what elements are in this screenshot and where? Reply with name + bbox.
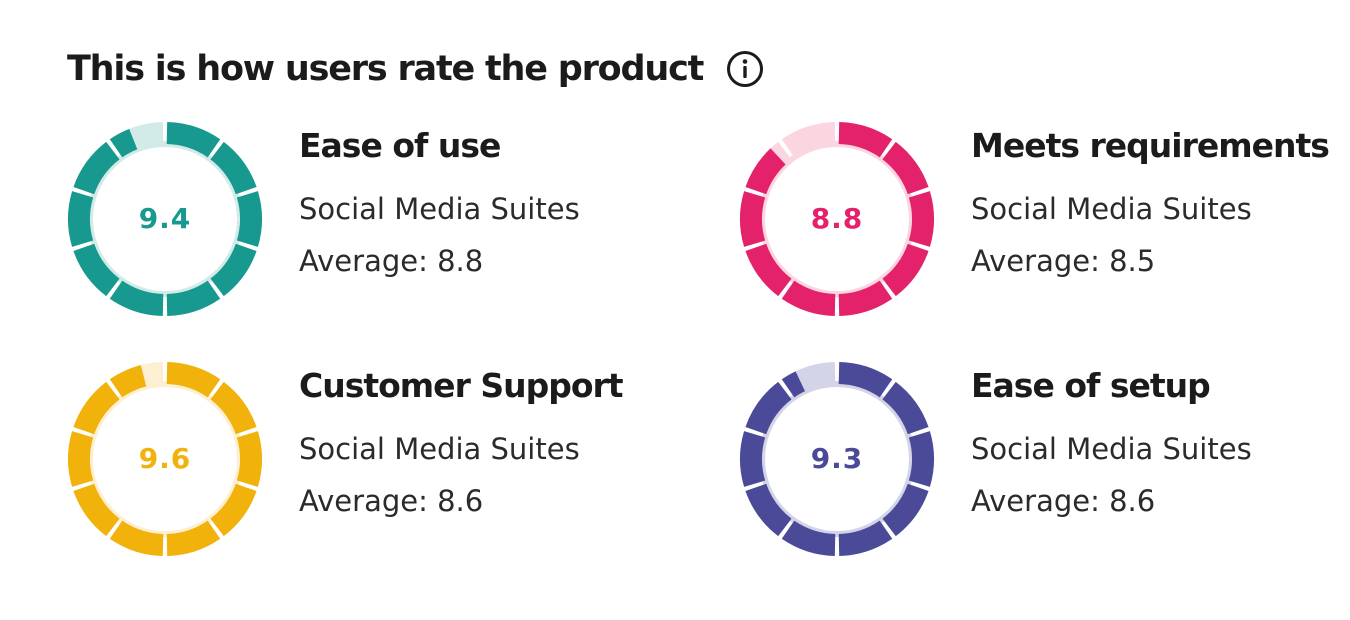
- ease-of-use-segment-filled: [166, 280, 221, 316]
- ease-of-use-segment-filled: [73, 141, 120, 195]
- meets-requirements-segment-filled: [745, 148, 786, 195]
- ease-of-use-segment-filled: [109, 280, 164, 316]
- meets-requirements-ring-track: [759, 141, 915, 297]
- customer-support-segment-filled: [109, 365, 147, 398]
- ease-of-use-ring-track: [87, 141, 243, 297]
- meets-requirements-segment-filled: [908, 191, 934, 247]
- ease-of-use-label: Ease of use: [299, 126, 501, 165]
- ease-of-setup-label: Ease of setup: [971, 366, 1211, 405]
- ease-of-setup-segment-filled: [838, 362, 893, 398]
- meets-requirements-category: Social Media Suites: [971, 192, 1252, 226]
- meets-requirements-score: 8.8: [810, 202, 864, 235]
- meets-requirements-ring: [739, 121, 935, 317]
- customer-support-segment-filled: [166, 520, 221, 556]
- meets-requirements-segment-filled: [882, 141, 929, 195]
- ease-of-use-segment-filled: [210, 243, 257, 297]
- ease-of-use-segment-empty: [129, 122, 164, 150]
- customer-support-ring: [67, 361, 263, 557]
- ease-of-use-segment-filled: [236, 191, 262, 247]
- customer-support-average: Average: 8.6: [299, 484, 484, 518]
- ease-of-setup-segment-filled: [838, 520, 893, 556]
- meets-requirements-segment-filled: [838, 280, 893, 316]
- info-icon[interactable]: [725, 49, 765, 89]
- ease-of-setup-average: Average: 8.6: [971, 484, 1156, 518]
- meets-requirements-segment-filled: [745, 243, 792, 297]
- meets-requirements-segment-empty: [770, 141, 792, 165]
- ease-of-setup-category: Social Media Suites: [971, 432, 1252, 466]
- ease-of-use-score: 9.4: [138, 202, 192, 235]
- customer-support-ring-track: [87, 381, 243, 537]
- customer-support-category: Social Media Suites: [299, 432, 580, 466]
- ease-of-setup-segment-filled: [882, 381, 929, 435]
- ease-of-setup-segment-filled: [908, 431, 934, 487]
- customer-support-segment-empty: [140, 362, 164, 387]
- ease-of-setup-segment-empty: [795, 362, 836, 392]
- customer-support-segment-filled: [210, 381, 257, 435]
- meets-requirements-average: Average: 8.5: [971, 244, 1156, 278]
- meets-requirements-segment-filled: [740, 191, 766, 247]
- ease-of-use-segment-filled: [73, 243, 120, 297]
- meets-requirements-segment-filled: [838, 122, 893, 158]
- meets-requirements-segment-empty: [781, 122, 836, 158]
- customer-support-segment-filled: [210, 483, 257, 537]
- title-row: This is how users rate the product: [67, 44, 765, 94]
- rating-card-ease-of-setup: 9.3 Ease of setup Social Media Suites Av…: [739, 361, 1350, 561]
- ease-of-setup-ring-track: [759, 381, 915, 537]
- meets-requirements-segment-filled: [781, 280, 836, 316]
- ease-of-use-segment-filled: [109, 128, 138, 158]
- customer-support-segment-filled: [73, 483, 120, 537]
- customer-support-segment-filled: [236, 431, 262, 487]
- meets-requirements-label: Meets requirements: [971, 126, 1330, 165]
- ease-of-setup-score: 9.3: [810, 442, 864, 475]
- ease-of-setup-segment-filled: [781, 520, 836, 556]
- customer-support-score: 9.6: [138, 442, 192, 475]
- rating-card-meets-requirements: 8.8 Meets requirements Social Media Suit…: [739, 121, 1350, 321]
- ease-of-use-ring: [67, 121, 263, 317]
- customer-support-segment-filled: [68, 431, 94, 487]
- ease-of-setup-ring: [739, 361, 935, 557]
- ease-of-use-segment-filled: [68, 191, 94, 247]
- ease-of-use-segment-filled: [166, 122, 221, 158]
- meets-requirements-segment-filled: [882, 243, 929, 297]
- ease-of-setup-segment-filled: [745, 381, 792, 435]
- page-title: This is how users rate the product: [67, 49, 704, 89]
- rating-card-customer-support: 9.6 Customer Support Social Media Suites…: [67, 361, 687, 561]
- customer-support-segment-filled: [166, 362, 221, 398]
- ease-of-setup-segment-filled: [745, 483, 792, 537]
- customer-support-segment-filled: [109, 520, 164, 556]
- ease-of-use-segment-filled: [210, 141, 257, 195]
- customer-support-label: Customer Support: [299, 366, 624, 405]
- ease-of-setup-segment-filled: [882, 483, 929, 537]
- rating-card-ease-of-use: 9.4 Ease of use Social Media Suites Aver…: [67, 121, 687, 321]
- ease-of-setup-segment-filled: [740, 431, 766, 487]
- ease-of-use-category: Social Media Suites: [299, 192, 580, 226]
- ease-of-setup-segment-filled: [781, 371, 806, 398]
- customer-support-segment-filled: [73, 381, 120, 435]
- ease-of-use-average: Average: 8.8: [299, 244, 484, 278]
